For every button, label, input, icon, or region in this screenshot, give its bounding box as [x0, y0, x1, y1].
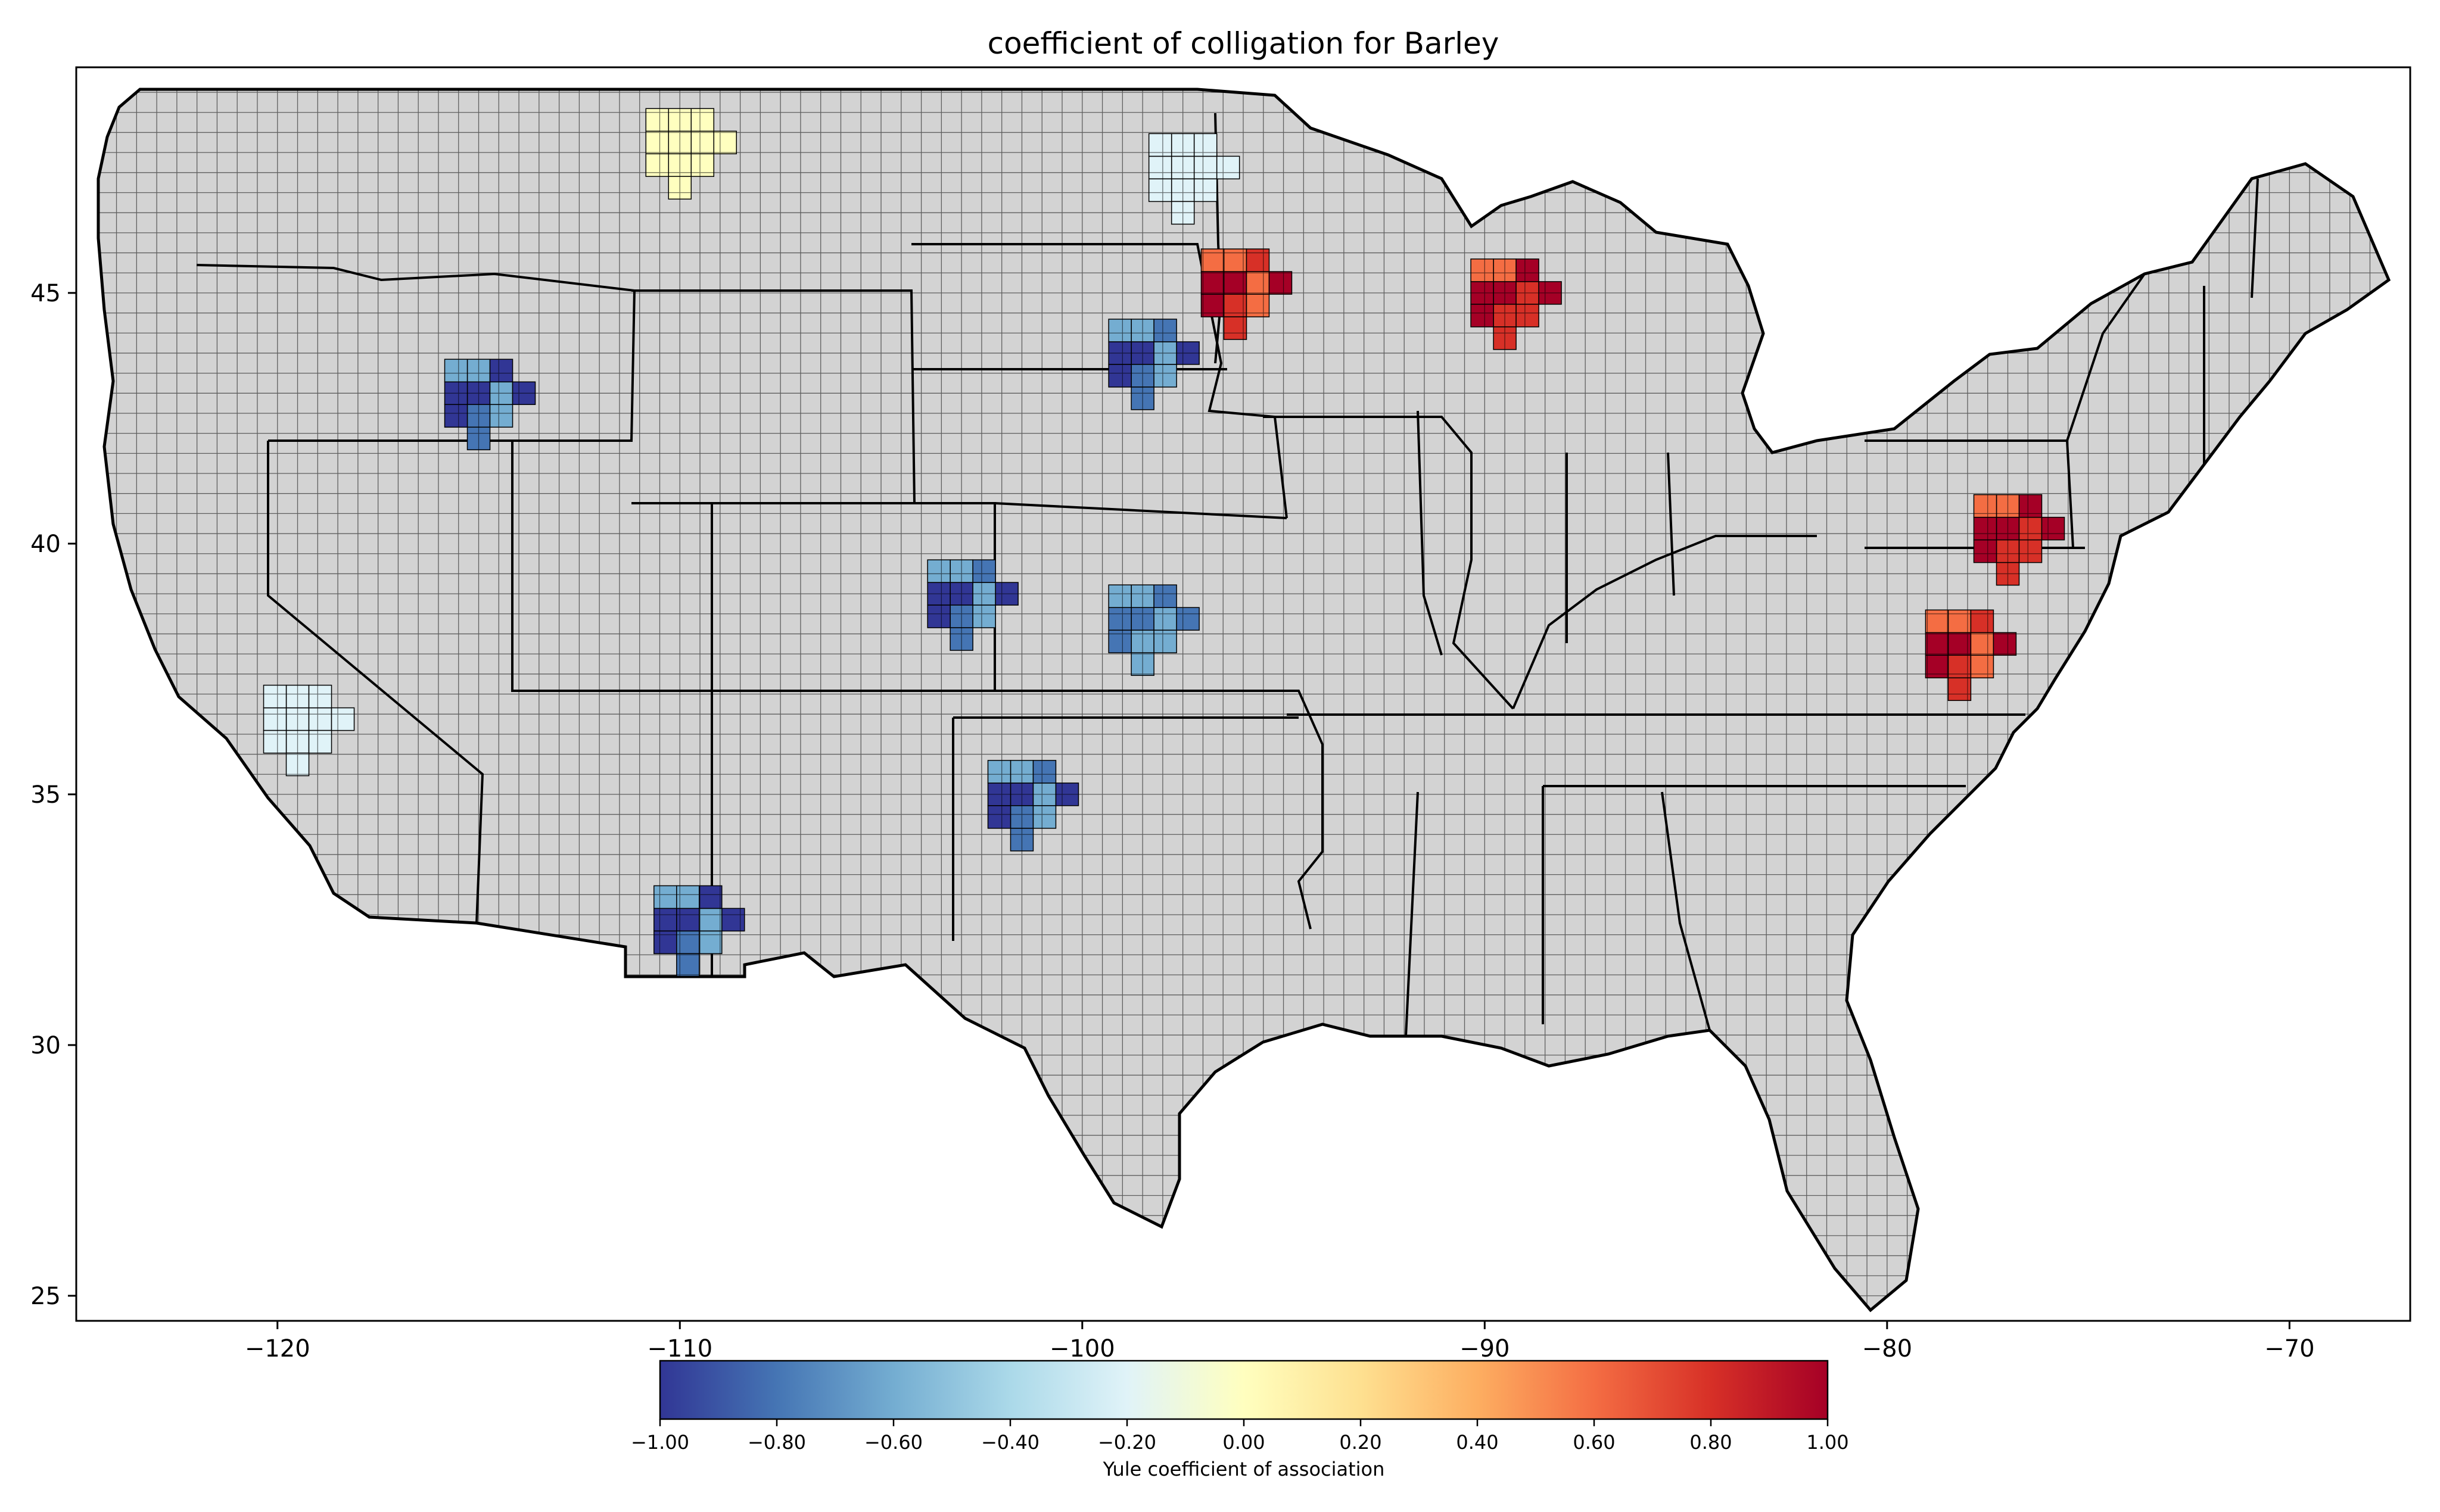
- y-tick-label: 30: [30, 1032, 61, 1059]
- region-minnesota-west: [1200, 248, 1293, 340]
- x-axis-ticks: −120 −110 −100 −90 −80 −70: [245, 1321, 2315, 1363]
- x-tick-label: −110: [647, 1335, 712, 1363]
- state-borders: [196, 113, 2259, 1037]
- colorbar-label: Yule coefficient of association: [1103, 1458, 1385, 1480]
- colorbar-ticks: −1.00 −0.80 −0.60 −0.40 −0.20 0.00 0.20 0.40 0.6…: [631, 1419, 1849, 1454]
- colorbar-tick-label: 0.80: [1689, 1431, 1732, 1454]
- map-title: coefficient of colligation for Barley: [988, 26, 1499, 61]
- colorbar-tick-label: −0.60: [864, 1431, 923, 1454]
- y-tick-label: 35: [30, 781, 61, 809]
- x-tick-label: −90: [1459, 1335, 1510, 1363]
- x-tick-label: −70: [2264, 1335, 2314, 1363]
- y-tick-label: 25: [30, 1283, 61, 1310]
- colorbar: −1.00 −0.80 −0.60 −0.40 −0.20 0.00 0.20 0.40 0.6…: [631, 1360, 1849, 1480]
- region-texas-panhandle: [987, 760, 1079, 852]
- colorbar-tick-label: −0.40: [981, 1431, 1040, 1454]
- y-axis-ticks: 25 30 35 40 45: [30, 280, 76, 1310]
- colorbar-tick-label: 0.60: [1573, 1431, 1615, 1454]
- x-tick-label: −120: [245, 1335, 310, 1363]
- x-tick-label: −100: [1050, 1335, 1115, 1363]
- colorbar-tick-label: 1.00: [1806, 1431, 1848, 1454]
- colorbar-tick-label: −1.00: [631, 1431, 689, 1454]
- colorbar-tick-label: 0.00: [1222, 1431, 1265, 1454]
- colorbar-tick-label: −0.20: [1098, 1431, 1156, 1454]
- y-tick-label: 45: [30, 280, 61, 307]
- x-tick-label: −80: [1862, 1335, 1912, 1363]
- colorbar-tick-label: −0.80: [748, 1431, 806, 1454]
- colorbar-tick-label: 0.20: [1339, 1431, 1381, 1454]
- colorbar-tick-label: 0.40: [1456, 1431, 1498, 1454]
- colorbar-gradient: [659, 1360, 1829, 1420]
- map-axes-frame: [75, 66, 2411, 1322]
- map-area: [76, 67, 2410, 1321]
- y-tick-label: 40: [30, 531, 61, 558]
